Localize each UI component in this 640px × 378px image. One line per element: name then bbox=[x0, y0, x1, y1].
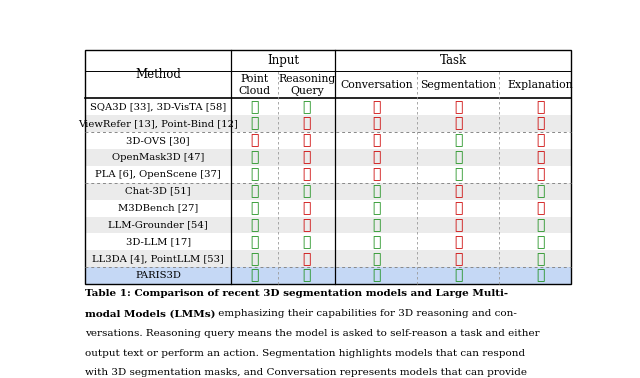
Text: ✓: ✓ bbox=[536, 252, 544, 266]
Text: ✓: ✓ bbox=[372, 218, 381, 232]
Text: output text or perform an action. Segmentation highlights models that can respon: output text or perform an action. Segmen… bbox=[85, 349, 525, 358]
Text: ✗: ✗ bbox=[303, 252, 311, 266]
Bar bbox=[85, 115, 571, 132]
Text: ✓: ✓ bbox=[536, 235, 544, 249]
Text: OpenMask3D [47]: OpenMask3D [47] bbox=[112, 153, 204, 162]
Text: with 3D segmentation masks, and Conversation represents models that can provide: with 3D segmentation masks, and Conversa… bbox=[85, 369, 527, 378]
Text: ✓: ✓ bbox=[454, 133, 462, 147]
Bar bbox=[85, 50, 571, 98]
Text: SQA3D [33], 3D-VisTA [58]: SQA3D [33], 3D-VisTA [58] bbox=[90, 102, 227, 111]
Text: Method: Method bbox=[135, 68, 181, 81]
Text: Explanation: Explanation bbox=[508, 79, 573, 90]
Text: ✓: ✓ bbox=[251, 218, 259, 232]
Text: ✓: ✓ bbox=[251, 269, 259, 283]
Text: ✗: ✗ bbox=[454, 218, 462, 232]
Text: ✓: ✓ bbox=[372, 201, 381, 215]
Bar bbox=[85, 217, 571, 233]
Text: ✓: ✓ bbox=[372, 235, 381, 249]
Bar bbox=[85, 267, 571, 284]
Text: PLA [6], OpenScene [37]: PLA [6], OpenScene [37] bbox=[95, 170, 221, 179]
Text: ✗: ✗ bbox=[372, 117, 381, 131]
Text: Input: Input bbox=[268, 54, 300, 67]
Text: ✓: ✓ bbox=[251, 201, 259, 215]
Text: ✓: ✓ bbox=[372, 252, 381, 266]
Text: ✗: ✗ bbox=[372, 167, 381, 181]
Text: Segmentation: Segmentation bbox=[420, 79, 496, 90]
Text: ✗: ✗ bbox=[303, 218, 311, 232]
Text: ✗: ✗ bbox=[303, 150, 311, 164]
Text: ✗: ✗ bbox=[372, 133, 381, 147]
Text: Table 1: Comparison of recent 3D segmentation models and Large Multi-: Table 1: Comparison of recent 3D segment… bbox=[85, 289, 508, 298]
Text: ✓: ✓ bbox=[372, 184, 381, 198]
Text: LLM-Grounder [54]: LLM-Grounder [54] bbox=[108, 220, 208, 229]
Text: ✗: ✗ bbox=[454, 100, 462, 114]
Text: 3D-OVS [30]: 3D-OVS [30] bbox=[126, 136, 190, 145]
Text: ✗: ✗ bbox=[454, 235, 462, 249]
Text: ✓: ✓ bbox=[251, 167, 259, 181]
Text: ✓: ✓ bbox=[536, 269, 544, 283]
Text: ✗: ✗ bbox=[536, 201, 544, 215]
Text: PARIS3D: PARIS3D bbox=[135, 271, 181, 280]
Bar bbox=[85, 200, 571, 217]
Text: ✗: ✗ bbox=[536, 133, 544, 147]
Text: ✓: ✓ bbox=[454, 269, 462, 283]
Text: ✓: ✓ bbox=[454, 167, 462, 181]
Text: Conversation: Conversation bbox=[340, 79, 413, 90]
Bar bbox=[85, 183, 571, 200]
Text: emphasizing their capabilities for 3D reasoning and con-: emphasizing their capabilities for 3D re… bbox=[216, 309, 517, 318]
Text: ✓: ✓ bbox=[251, 117, 259, 131]
Text: ✗: ✗ bbox=[536, 100, 544, 114]
Bar bbox=[85, 132, 571, 149]
Bar bbox=[85, 250, 571, 267]
Text: ✓: ✓ bbox=[303, 235, 311, 249]
Text: ✗: ✗ bbox=[303, 167, 311, 181]
Bar bbox=[85, 166, 571, 183]
Text: M3DBench [27]: M3DBench [27] bbox=[118, 204, 198, 212]
Bar bbox=[85, 233, 571, 250]
Text: ✓: ✓ bbox=[251, 252, 259, 266]
Text: ViewRefer [13], Point-Bind [12]: ViewRefer [13], Point-Bind [12] bbox=[78, 119, 238, 128]
Text: ✗: ✗ bbox=[303, 117, 311, 131]
Bar bbox=[85, 50, 571, 284]
Text: ✗: ✗ bbox=[372, 100, 381, 114]
Text: ✗: ✗ bbox=[303, 133, 311, 147]
Text: ✗: ✗ bbox=[454, 184, 462, 198]
Text: ✗: ✗ bbox=[536, 117, 544, 131]
Text: ✗: ✗ bbox=[454, 117, 462, 131]
Text: ✓: ✓ bbox=[303, 100, 311, 114]
Text: ✗: ✗ bbox=[251, 133, 259, 147]
Text: modal Models (LMMs): modal Models (LMMs) bbox=[85, 309, 216, 318]
Text: ✗: ✗ bbox=[454, 201, 462, 215]
Text: ✓: ✓ bbox=[372, 269, 381, 283]
Bar bbox=[85, 98, 571, 115]
Text: Chat-3D [51]: Chat-3D [51] bbox=[125, 187, 191, 196]
Text: ✓: ✓ bbox=[251, 235, 259, 249]
Text: ✓: ✓ bbox=[536, 218, 544, 232]
Text: ✗: ✗ bbox=[303, 201, 311, 215]
Text: ✓: ✓ bbox=[303, 184, 311, 198]
Text: ✗: ✗ bbox=[536, 167, 544, 181]
Text: Task: Task bbox=[440, 54, 467, 67]
Text: ✓: ✓ bbox=[251, 150, 259, 164]
Text: 3D-LLM [17]: 3D-LLM [17] bbox=[125, 237, 191, 246]
Text: LL3DA [4], PointLLM [53]: LL3DA [4], PointLLM [53] bbox=[92, 254, 224, 263]
Text: ✓: ✓ bbox=[251, 100, 259, 114]
Text: ✗: ✗ bbox=[372, 150, 381, 164]
Text: Point
Cloud: Point Cloud bbox=[239, 73, 271, 96]
Text: ✗: ✗ bbox=[536, 150, 544, 164]
Text: ✓: ✓ bbox=[303, 269, 311, 283]
Text: ✓: ✓ bbox=[536, 184, 544, 198]
Text: ✓: ✓ bbox=[454, 150, 462, 164]
Bar bbox=[85, 149, 571, 166]
Text: versations. Reasoning query means the model is asked to self-reason a task and e: versations. Reasoning query means the mo… bbox=[85, 329, 540, 338]
Text: ✓: ✓ bbox=[251, 184, 259, 198]
Text: ✗: ✗ bbox=[454, 252, 462, 266]
Text: Reasoning
Query: Reasoning Query bbox=[278, 73, 335, 96]
